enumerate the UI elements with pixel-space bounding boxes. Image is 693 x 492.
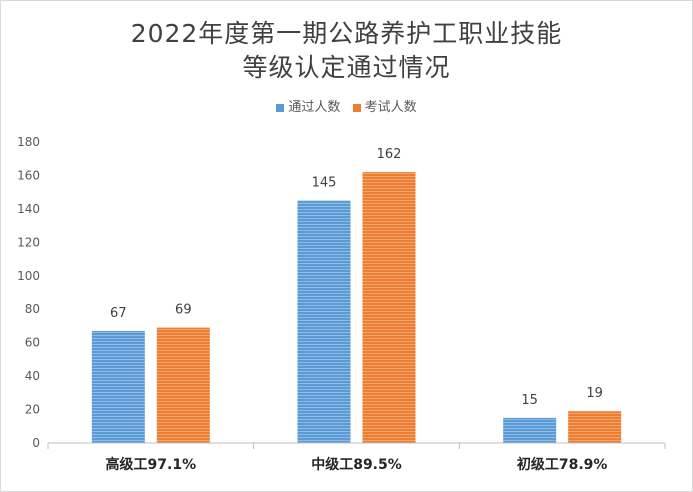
- y-tick-label: 20: [25, 403, 40, 417]
- bar-examined: [156, 327, 210, 443]
- data-label: 19: [586, 386, 603, 401]
- category-label: 初级工78.9%: [517, 456, 608, 473]
- data-label: 69: [175, 303, 192, 318]
- y-tick-label: 120: [17, 235, 40, 249]
- data-label: 67: [110, 306, 127, 321]
- category-label: 高级工97.1%: [106, 456, 197, 473]
- chart-title-line2: 等级认定通过情况: [242, 53, 451, 82]
- bar-examined: [362, 172, 416, 443]
- legend-item-passed: 通过人数: [276, 96, 340, 115]
- bar-examined: [568, 411, 622, 443]
- category-label: 中级工89.5%: [311, 456, 402, 473]
- y-tick-label: 180: [17, 135, 40, 149]
- data-label: 162: [377, 147, 402, 162]
- bar-passed: [91, 330, 145, 443]
- data-label: 15: [521, 393, 538, 408]
- y-tick-label: 80: [25, 302, 40, 316]
- y-tick-label: 60: [25, 336, 40, 350]
- legend: 通过人数 考试人数: [0, 96, 693, 115]
- legend-label-passed: 通过人数: [288, 100, 341, 115]
- data-label: 145: [312, 176, 337, 191]
- legend-swatch-examined: [352, 103, 361, 112]
- y-tick-label: 100: [17, 269, 40, 283]
- y-tick-label: 0: [32, 436, 40, 450]
- bar-passed: [297, 200, 351, 443]
- y-tick-label: 160: [17, 168, 40, 182]
- bar-passed: [503, 417, 557, 443]
- legend-label-examined: 考试人数: [364, 100, 417, 115]
- y-tick-label: 140: [17, 202, 40, 216]
- chart-title-line1: 2022年度第一期公路养护工职业技能: [130, 19, 563, 48]
- legend-item-examined: 考试人数: [352, 96, 417, 115]
- legend-swatch-passed: [276, 103, 285, 112]
- y-tick-label: 40: [25, 369, 40, 383]
